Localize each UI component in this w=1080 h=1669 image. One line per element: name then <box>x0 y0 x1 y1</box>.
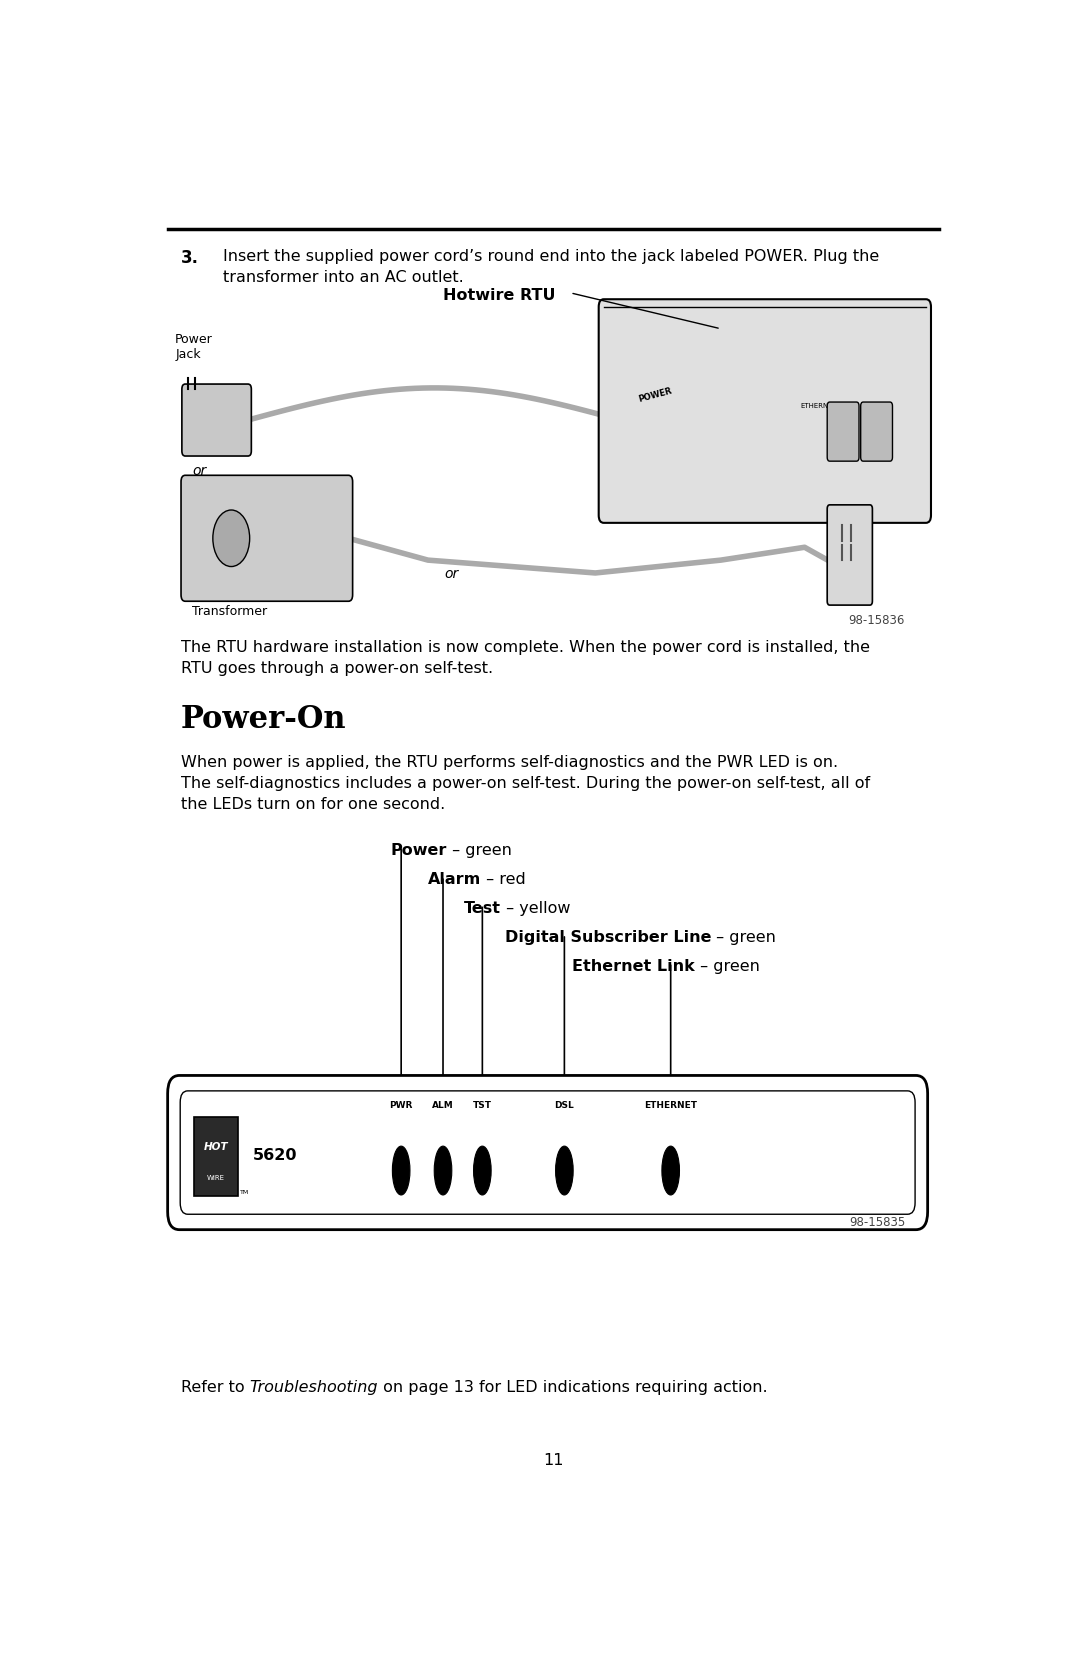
Text: Troubleshooting: Troubleshooting <box>249 1380 378 1395</box>
FancyBboxPatch shape <box>827 402 859 461</box>
Text: 3.: 3. <box>181 249 199 267</box>
Text: Insert the supplied power cord’s round end into the jack labeled POWER. Plug the: Insert the supplied power cord’s round e… <box>222 249 879 285</box>
Text: on page 13 for LED indications requiring action.: on page 13 for LED indications requiring… <box>378 1380 768 1395</box>
Text: Hotwire RTU: Hotwire RTU <box>443 287 555 302</box>
Text: WIRE: WIRE <box>207 1175 226 1182</box>
Text: 98-15836: 98-15836 <box>849 614 905 628</box>
Text: Digital Subscriber Line: Digital Subscriber Line <box>505 930 712 945</box>
Text: HOT: HOT <box>204 1142 229 1152</box>
Circle shape <box>213 511 249 566</box>
Text: Power
Jack: Power Jack <box>175 332 213 361</box>
FancyBboxPatch shape <box>181 384 252 456</box>
FancyBboxPatch shape <box>861 402 892 461</box>
Text: When power is applied, the RTU performs self-diagnostics and the PWR LED is on.
: When power is applied, the RTU performs … <box>181 756 870 813</box>
Text: POWER: POWER <box>637 387 673 404</box>
Ellipse shape <box>662 1147 679 1195</box>
Text: DSL: DSL <box>554 1102 575 1110</box>
Ellipse shape <box>434 1147 451 1195</box>
Text: – red: – red <box>482 873 526 888</box>
FancyBboxPatch shape <box>180 1092 915 1215</box>
Text: TST: TST <box>473 1102 491 1110</box>
Text: – green: – green <box>694 958 759 973</box>
FancyBboxPatch shape <box>181 476 352 601</box>
Text: PWR: PWR <box>390 1102 413 1110</box>
Text: ETHERNET: ETHERNET <box>644 1102 698 1110</box>
Text: Test: Test <box>464 901 501 916</box>
Ellipse shape <box>473 1147 491 1195</box>
Text: – green: – green <box>712 930 777 945</box>
Bar <box>194 1117 238 1197</box>
Text: or: or <box>192 464 206 477</box>
Ellipse shape <box>392 1147 410 1195</box>
Text: – yellow: – yellow <box>501 901 570 916</box>
Text: DSL: DSL <box>878 402 892 409</box>
Ellipse shape <box>555 1147 573 1195</box>
Text: – green: – green <box>447 843 512 858</box>
Text: Ethernet Link: Ethernet Link <box>572 958 694 973</box>
Text: or: or <box>445 566 459 581</box>
Text: Refer to: Refer to <box>181 1380 249 1395</box>
Text: 11: 11 <box>543 1454 564 1469</box>
Text: Power-On: Power-On <box>181 704 347 734</box>
Text: 5620: 5620 <box>253 1148 297 1163</box>
Text: 98-15835: 98-15835 <box>849 1215 905 1228</box>
Text: ALM: ALM <box>432 1102 454 1110</box>
Text: Power: Power <box>390 843 447 858</box>
Text: ETHERNET: ETHERNET <box>800 402 837 409</box>
Text: Transformer: Transformer <box>192 606 267 618</box>
Text: The RTU hardware installation is now complete. When the power cord is installed,: The RTU hardware installation is now com… <box>181 639 870 676</box>
FancyBboxPatch shape <box>827 504 873 606</box>
Text: Alarm: Alarm <box>428 873 482 888</box>
FancyBboxPatch shape <box>167 1075 928 1230</box>
FancyBboxPatch shape <box>598 299 931 522</box>
Text: TM: TM <box>240 1190 248 1195</box>
